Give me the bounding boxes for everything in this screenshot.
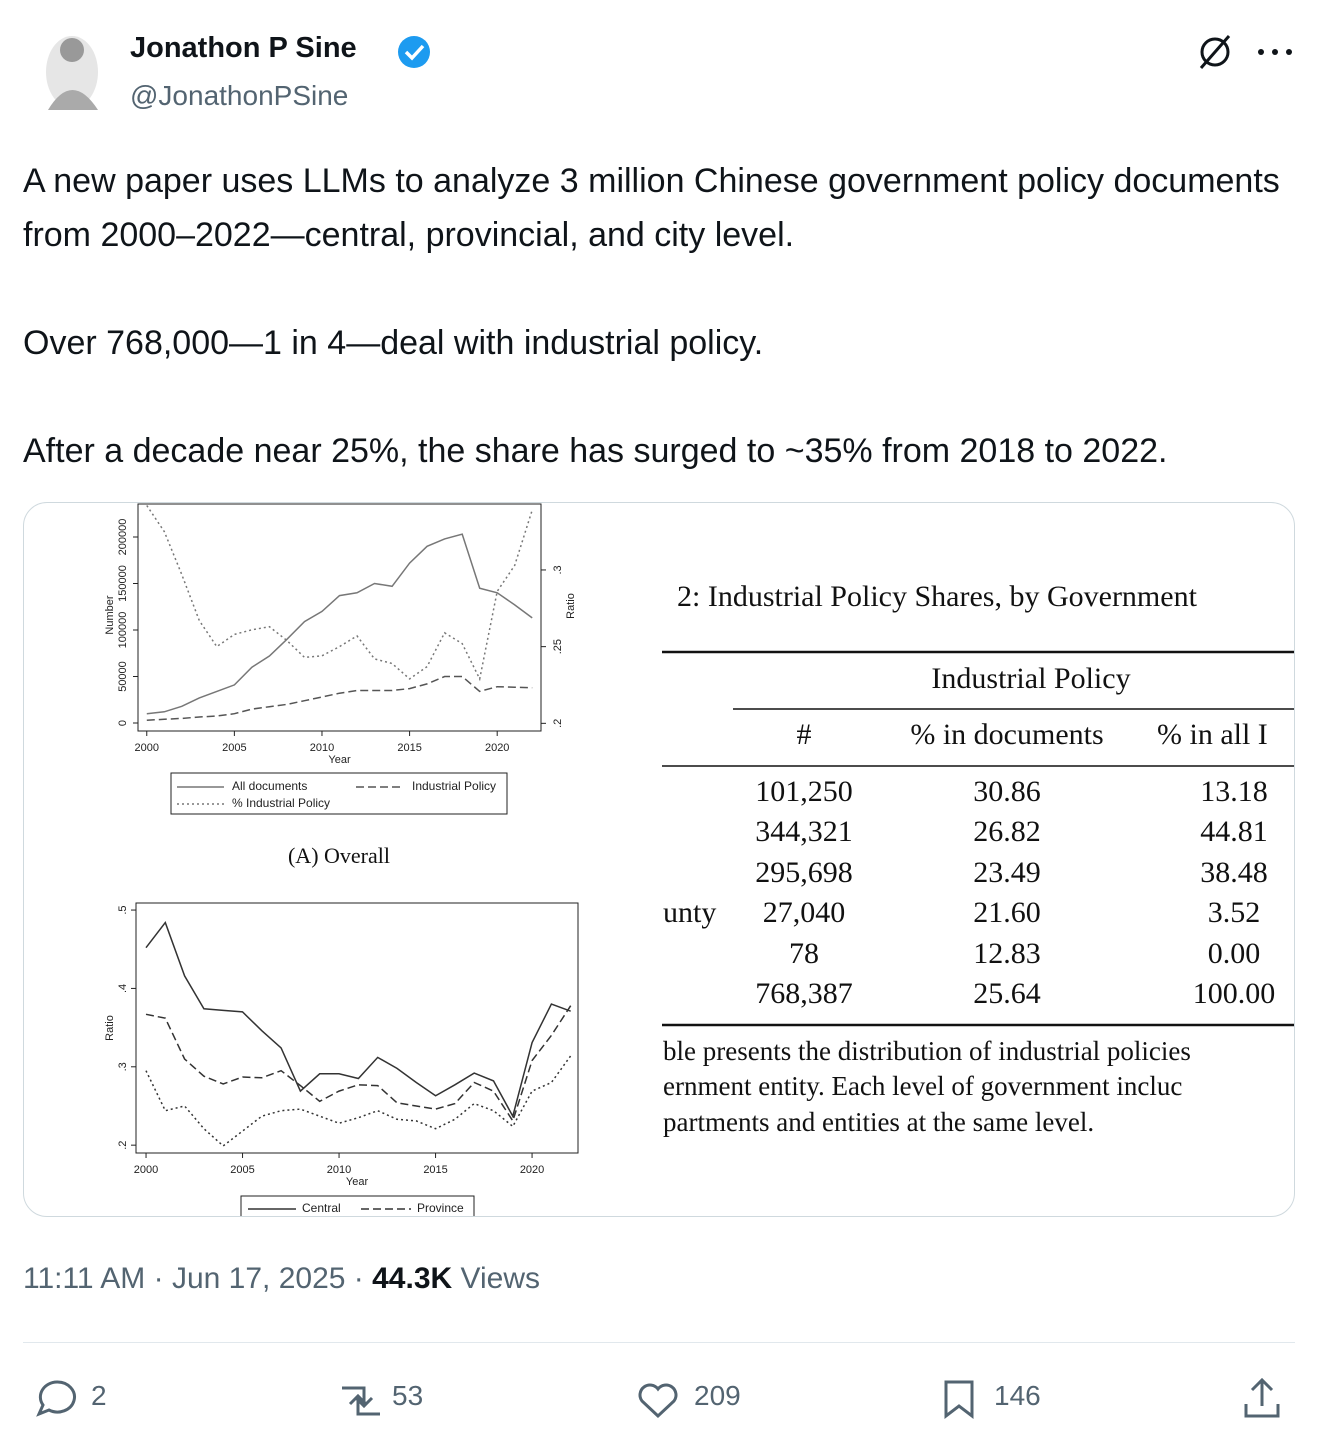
- x-tick-label: 2005: [222, 742, 246, 754]
- paragraph: A new paper uses LLMs to analyze 3 milli…: [23, 162, 1280, 254]
- y2-tick-label: .3: [552, 565, 564, 574]
- tweet-meta: 11:11 AM · Jun 17, 2025 · 44.3K Views: [23, 1262, 540, 1296]
- author-name[interactable]: Jonathon P Sine: [130, 32, 357, 64]
- table-cell: 44.81: [1200, 815, 1268, 848]
- legend-label: % Industrial Policy: [232, 796, 330, 810]
- y-tick-label: 150000: [117, 565, 129, 602]
- y-axis-label: Ratio: [104, 1015, 116, 1041]
- x-tick-label: 2000: [134, 1164, 158, 1176]
- y-tick-label: 50000: [117, 661, 129, 692]
- paragraph: Over 768,000—1 in 4—deal with industrial…: [23, 324, 764, 362]
- table-cell: 101,250: [755, 775, 853, 808]
- table-cell: 100.00: [1193, 977, 1276, 1010]
- table-cell: 25.64: [973, 977, 1041, 1010]
- legend-label: Industrial Policy: [412, 779, 496, 793]
- legend-box: [170, 772, 508, 815]
- table-group-header: Industrial Policy: [931, 662, 1130, 695]
- series-line: [146, 505, 533, 682]
- column-header: % in all I: [1157, 718, 1268, 751]
- table-note: ernment entity. Each level of government…: [663, 1071, 1182, 1101]
- x-tick-label: 2015: [397, 742, 421, 754]
- avatar[interactable]: [38, 30, 110, 116]
- table-note: partments and entities at the same level…: [663, 1107, 1094, 1137]
- legend-box: [240, 1195, 475, 1216]
- x-tick-label: 2005: [230, 1164, 254, 1176]
- table-cell: 26.82: [973, 815, 1041, 848]
- x-tick-label: 2020: [520, 1164, 544, 1176]
- views-label: Views: [460, 1262, 541, 1295]
- top-icons[interactable]: [1195, 32, 1305, 74]
- retweet-count[interactable]: 53: [392, 1380, 424, 1411]
- row-label: unty: [663, 896, 716, 929]
- table-cell: 3.52: [1208, 896, 1261, 929]
- y-tick-label: .2: [117, 1141, 129, 1150]
- column-header: % in documents: [910, 718, 1103, 751]
- table-cell: 23.49: [973, 856, 1041, 889]
- y-tick-label: 0: [117, 720, 129, 726]
- legend-label: All documents: [232, 779, 307, 793]
- timestamp[interactable]: 11:11 AM · Jun 17, 2025 ·: [23, 1262, 364, 1295]
- reply-count[interactable]: 2: [91, 1380, 107, 1411]
- tweet-text: A new paper uses LLMs to analyze 3 milli…: [23, 154, 1323, 532]
- series-line: [146, 675, 533, 721]
- y2-axis-label: Ratio: [565, 593, 577, 619]
- table-cell: 27,040: [763, 896, 846, 929]
- series-line: [146, 533, 533, 715]
- y-tick-label: 200000: [117, 519, 129, 556]
- y-tick-label: 100000: [117, 612, 129, 649]
- x-axis-label: Year: [328, 754, 351, 766]
- table-cell: 78: [789, 937, 819, 970]
- table-cell: 295,698: [755, 856, 853, 889]
- x-tick-label: 2000: [135, 742, 159, 754]
- separator: [23, 1342, 1295, 1343]
- table-cell: 13.18: [1200, 775, 1268, 808]
- table-cell: 768,387: [755, 977, 853, 1010]
- y-tick-label: .3: [117, 1062, 129, 1071]
- author-handle[interactable]: @JonathonPSine: [130, 80, 349, 111]
- y2-tick-label: .2: [552, 719, 564, 728]
- y-axis-label: Number: [104, 595, 116, 634]
- x-tick-label: 2010: [327, 1164, 351, 1176]
- y-tick-label: .5: [117, 905, 129, 914]
- legend-label: Central: [302, 1201, 341, 1215]
- series-line: [145, 921, 571, 1119]
- chart-caption: (A) Overall: [288, 843, 390, 868]
- table-cell: 0.00: [1208, 937, 1261, 970]
- paragraph: After a decade near 25%, the share has s…: [23, 432, 1168, 470]
- x-tick-label: 2010: [310, 742, 334, 754]
- like-count[interactable]: 209: [694, 1380, 741, 1411]
- plot-frame: [135, 902, 579, 1154]
- table-cell: 12.83: [973, 937, 1041, 970]
- table-cell: 38.48: [1200, 856, 1268, 889]
- table-cell: 21.60: [973, 896, 1041, 929]
- bookmark-count[interactable]: 146: [994, 1380, 1041, 1411]
- views-count: 44.3K: [372, 1262, 453, 1295]
- verified-badge: [398, 36, 430, 68]
- column-header: #: [797, 718, 812, 751]
- table-cell: 344,321: [755, 815, 853, 848]
- media[interactable]: 2000 2005 2010 2015 2020 Year 0 50000 100000 1500…: [23, 502, 1295, 1217]
- series-line: [145, 1005, 572, 1123]
- x-tick-label: 2015: [423, 1164, 447, 1176]
- plot-frame: [137, 503, 542, 732]
- y2-tick-label: .25: [552, 639, 564, 654]
- y-tick-label: .4: [117, 984, 129, 993]
- action-icons[interactable]: [30, 1374, 1300, 1426]
- table-caption: 2: Industrial Policy Shares, by Governme…: [677, 580, 1198, 613]
- series-line: [145, 1055, 572, 1147]
- table-note: ble presents the distribution of industr…: [663, 1036, 1191, 1066]
- table-cell: 30.86: [973, 775, 1041, 808]
- x-tick-label: 2020: [485, 742, 509, 754]
- legend-label: Province: [417, 1201, 464, 1215]
- x-axis-label: Year: [346, 1176, 369, 1188]
- media-image: 2000 2005 2010 2015 2020 Year 0 50000 100000 1500…: [104, 503, 1294, 1216]
